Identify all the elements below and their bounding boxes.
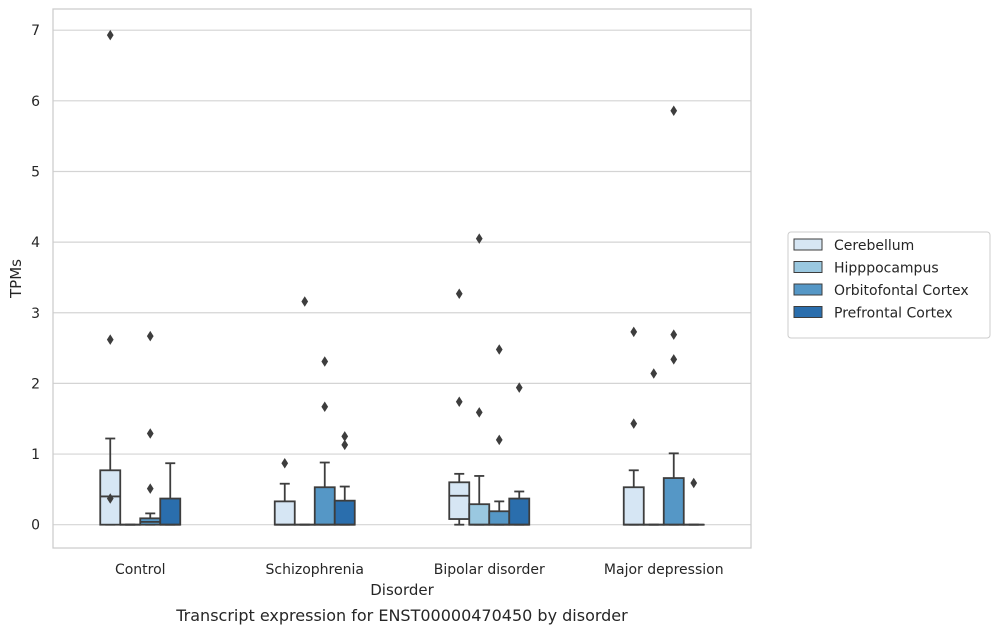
outlier-point	[630, 326, 638, 338]
outlier-point	[670, 354, 678, 365]
outlier-point	[146, 428, 154, 439]
box-prefrontal-cortex	[333, 431, 356, 526]
outlier-point	[515, 382, 523, 393]
box-body	[448, 481, 471, 520]
outlier-point	[341, 439, 349, 451]
legend-swatch	[793, 283, 823, 296]
box-body	[488, 510, 511, 526]
outlier-point	[690, 477, 698, 489]
box-hipppocampus	[468, 233, 491, 526]
box-orbitofontal-cortex	[139, 330, 162, 526]
figure-caption: Transcript expression for ENST0000047045…	[176, 606, 628, 625]
y-tick-label: 5	[31, 164, 40, 180]
outlier-point	[146, 330, 154, 342]
outlier-point	[650, 368, 658, 379]
box-body	[273, 500, 296, 526]
outlier-point	[106, 334, 114, 345]
box-hipppocampus	[293, 296, 316, 526]
legend-label: Prefrontal Cortex	[834, 306, 953, 322]
outlier-point	[670, 329, 678, 340]
y-tick-label: 4	[31, 235, 40, 251]
y-tick-label: 2	[31, 376, 40, 392]
box-prefrontal-cortex	[508, 382, 531, 526]
outlier-point	[475, 407, 483, 418]
box-cerebellum	[448, 288, 471, 526]
box-body	[333, 499, 356, 526]
legend-swatch	[793, 238, 823, 251]
legend-label: Hipppocampus	[834, 261, 939, 277]
outlier-point	[321, 401, 329, 412]
x-tick-label: Bipolar disorder	[434, 562, 545, 578]
legend-swatch	[793, 261, 823, 273]
box-orbitofontal-cortex	[488, 344, 511, 526]
legend-frame	[787, 231, 991, 339]
outlier-point	[475, 233, 483, 244]
y-tick-label: 6	[31, 94, 40, 110]
outlier-point	[106, 493, 114, 504]
x-axis-label: Disorder	[370, 581, 434, 599]
box-body	[159, 497, 182, 526]
legend: Cerebellum Hipppocampus Orbitofontal Corte…	[787, 231, 991, 339]
outlier-point	[455, 288, 463, 299]
box-body	[508, 497, 531, 526]
outlier-point	[301, 296, 309, 307]
x-tick-label: Control	[115, 562, 166, 578]
box-body	[313, 486, 336, 526]
plot-frame	[52, 8, 752, 549]
legend-label: Orbitofontal Cortex	[834, 283, 969, 299]
box-cerebellum	[622, 326, 645, 526]
box-orbitofontal-cortex	[313, 356, 336, 526]
y-tick-label: 3	[31, 306, 40, 322]
outlier-point	[630, 418, 638, 429]
box-hipppocampus	[642, 368, 665, 526]
box-cerebellum	[99, 29, 122, 526]
x-tick-labels: Control Schizophrenia Bipolar disorder Majo…	[115, 562, 724, 578]
outlier-point	[106, 29, 114, 41]
y-axis-label: TPMs	[7, 259, 25, 299]
outlier-point	[455, 396, 463, 408]
outlier-point	[495, 434, 503, 446]
y-tick-labels: 0 1 2 3 4 5 6 7	[31, 23, 40, 533]
box-prefrontal-cortex	[682, 477, 705, 526]
x-tick-label: Schizophrenia	[266, 562, 364, 578]
y-tick-label: 0	[31, 518, 40, 534]
legend-swatch	[793, 306, 823, 318]
y-tick-label: 1	[31, 447, 40, 463]
box-orbitofontal-cortex	[662, 105, 685, 526]
box-body	[622, 486, 645, 526]
box-cerebellum	[273, 457, 296, 526]
x-tick-label: Major depression	[604, 562, 724, 578]
outlier-point	[321, 356, 329, 367]
box-body	[662, 477, 685, 526]
outlier-point	[341, 431, 349, 442]
outlier-point	[670, 105, 678, 116]
box-prefrontal-cortex	[159, 462, 182, 526]
box-body	[468, 503, 491, 526]
gridlines	[53, 29, 751, 526]
y-tick-label: 7	[31, 23, 40, 39]
outlier-point	[281, 457, 289, 469]
outlier-point	[146, 483, 154, 494]
boxes	[99, 29, 705, 526]
outlier-point	[495, 344, 503, 355]
legend-label: Cerebellum	[834, 238, 914, 254]
